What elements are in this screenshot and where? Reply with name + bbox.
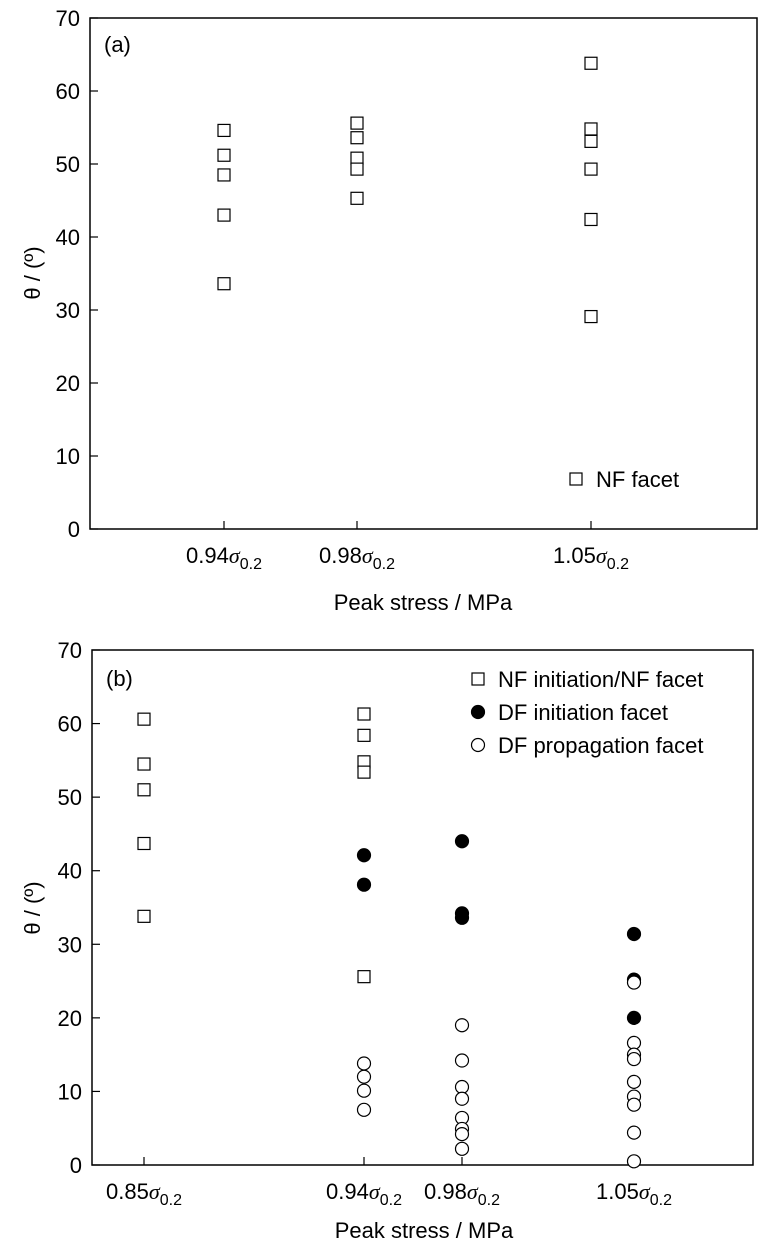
data-point bbox=[137, 712, 151, 726]
panel-b-frame bbox=[91, 649, 754, 1166]
data-point bbox=[626, 926, 642, 942]
y-tick-label: 50 bbox=[56, 152, 80, 177]
data-point bbox=[217, 168, 231, 182]
data-point bbox=[454, 910, 470, 925]
data-point bbox=[454, 1141, 470, 1156]
data-point bbox=[454, 1126, 470, 1142]
x-tick-label: 0.98σ0.2 bbox=[424, 1179, 500, 1209]
y-tick-label: 40 bbox=[56, 225, 80, 250]
legend-label: DF initiation facet bbox=[498, 700, 668, 725]
legend-marker bbox=[470, 737, 486, 753]
data-point bbox=[350, 116, 364, 130]
data-point bbox=[626, 1051, 642, 1067]
x-tick-label: 0.85σ0.2 bbox=[106, 1179, 182, 1209]
legend-marker bbox=[471, 672, 485, 686]
series-square-open bbox=[137, 707, 371, 984]
y-tick-label: 0 bbox=[68, 517, 80, 542]
y-tick-label: 70 bbox=[56, 6, 80, 31]
legend-marker bbox=[470, 704, 486, 720]
data-point bbox=[584, 122, 598, 136]
panel-a-chart: (a) Peak stress / MPa θ / (º) 0 10 20 30 40 5… bbox=[20, 6, 758, 615]
data-point bbox=[356, 1069, 372, 1084]
panel-b-x-axis-label: Peak stress / MPa bbox=[335, 1218, 514, 1243]
panel-b-legend: NF initiation/NF facet DF initiation face… bbox=[470, 667, 703, 758]
data-point bbox=[137, 836, 151, 851]
data-point bbox=[356, 1083, 372, 1098]
data-point bbox=[626, 1035, 642, 1050]
y-tick-label: 60 bbox=[58, 712, 82, 737]
panel-a-frame bbox=[89, 17, 758, 530]
data-point bbox=[350, 162, 364, 176]
data-point bbox=[357, 765, 371, 779]
data-point bbox=[584, 56, 598, 70]
data-point bbox=[356, 877, 372, 892]
y-tick-label: 70 bbox=[58, 638, 82, 663]
data-point bbox=[454, 1018, 470, 1033]
data-point bbox=[626, 1074, 642, 1089]
data-point bbox=[626, 975, 642, 990]
legend-marker bbox=[569, 472, 583, 486]
data-point bbox=[626, 1154, 642, 1169]
y-tick-label: 60 bbox=[56, 79, 80, 104]
y-tick-label: 20 bbox=[56, 371, 80, 396]
y-tick-label: 0 bbox=[70, 1153, 82, 1178]
data-point bbox=[137, 909, 151, 923]
y-tick-label: 10 bbox=[58, 1079, 82, 1104]
y-tick-label: 10 bbox=[56, 444, 80, 469]
data-point bbox=[137, 783, 151, 797]
panel-a-label: (a) bbox=[104, 32, 131, 57]
data-point bbox=[356, 1102, 372, 1117]
data-point bbox=[137, 757, 151, 771]
x-tick-label: 0.94σ0.2 bbox=[326, 1179, 402, 1209]
y-tick-label: 30 bbox=[58, 932, 82, 957]
data-point bbox=[356, 848, 372, 863]
x-tick-label: 1.05σ0.2 bbox=[596, 1179, 672, 1209]
y-tick-label: 20 bbox=[58, 1006, 82, 1031]
data-point bbox=[454, 1091, 470, 1106]
panel-b-chart: (b) Peak stress / MPa θ / (º) 0 10 20 30 40 5… bbox=[20, 638, 754, 1243]
y-tick-label: 30 bbox=[56, 298, 80, 323]
data-point bbox=[356, 1056, 372, 1071]
x-tick-label: 1.05σ0.2 bbox=[553, 543, 629, 573]
data-point bbox=[626, 1125, 642, 1140]
data-point bbox=[350, 191, 364, 205]
data-point bbox=[357, 707, 371, 721]
legend-label: NF initiation/NF facet bbox=[498, 667, 703, 692]
data-point bbox=[217, 277, 231, 291]
data-point bbox=[357, 728, 371, 742]
panel-a-legend: NF facet bbox=[569, 467, 679, 492]
data-point bbox=[350, 131, 364, 145]
data-point bbox=[217, 208, 231, 222]
x-tick-label: 0.98σ0.2 bbox=[319, 543, 395, 573]
data-point bbox=[584, 309, 598, 324]
data-point bbox=[584, 134, 598, 148]
data-point bbox=[350, 151, 364, 165]
data-point bbox=[584, 162, 598, 176]
data-point bbox=[584, 212, 598, 227]
panel-a-x-axis-label: Peak stress / MPa bbox=[334, 590, 513, 615]
data-point bbox=[454, 1053, 470, 1068]
panel-b-label: (b) bbox=[106, 666, 133, 691]
data-point bbox=[626, 1097, 642, 1112]
data-point bbox=[454, 1079, 470, 1095]
data-point bbox=[217, 123, 231, 138]
x-tick-label: 0.94σ0.2 bbox=[186, 543, 262, 573]
y-tick-label: 40 bbox=[58, 859, 82, 884]
data-point bbox=[454, 834, 470, 849]
series-square-open bbox=[217, 56, 598, 324]
panel-a-y-axis-label: θ / (º) bbox=[20, 246, 45, 299]
legend-label: DF propagation facet bbox=[498, 733, 703, 758]
series-circle-filled bbox=[356, 834, 642, 1025]
legend-label: NF facet bbox=[596, 467, 679, 492]
y-tick-label: 50 bbox=[58, 785, 82, 810]
series-circle-open bbox=[356, 975, 642, 1169]
data-point bbox=[217, 148, 231, 162]
data-point bbox=[626, 1010, 642, 1025]
data-point bbox=[357, 970, 371, 984]
panel-b-y-axis-label: θ / (º) bbox=[20, 881, 45, 934]
